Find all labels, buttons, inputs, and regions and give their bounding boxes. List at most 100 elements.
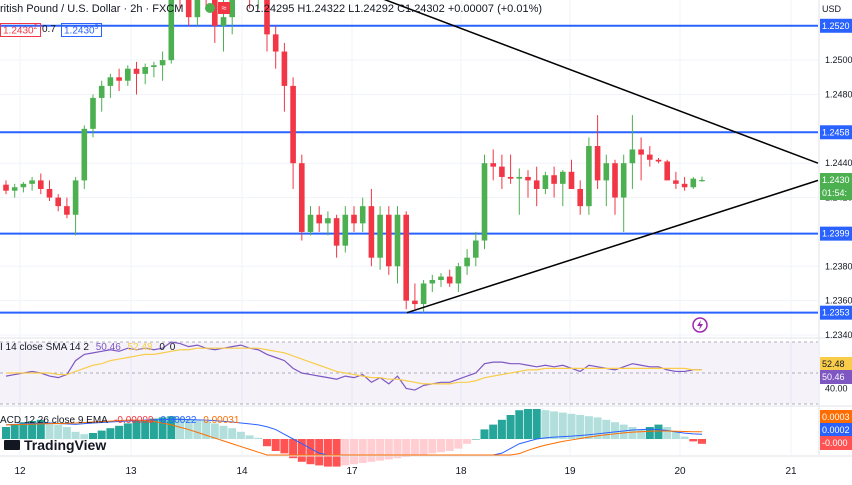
candle	[603, 163, 610, 181]
candle	[29, 180, 35, 184]
macd-bar	[115, 425, 124, 439]
macd-bar	[393, 439, 402, 459]
candle	[499, 166, 505, 177]
rsi-legend[interactable]: I 14 close SMA 14 2 50.46 52.48 0 0	[0, 342, 175, 353]
price-tick-0: 1.2500	[825, 55, 852, 65]
macd-signal-line	[5, 419, 702, 456]
macd-hist-tag: -0.000	[820, 436, 852, 450]
macd-legend-label: ACD 12 26 close 9 EMA	[0, 415, 108, 426]
candle	[542, 175, 549, 189]
macd-legend[interactable]: ACD 12 26 close 9 EMA -0.00009 0.00022 0…	[0, 415, 239, 426]
macd-bar	[10, 424, 19, 439]
macd-bar	[680, 436, 689, 439]
dot-icon[interactable]	[205, 3, 215, 14]
macd-bar	[602, 419, 611, 439]
candle	[264, 0, 270, 35]
candle	[20, 183, 27, 188]
candle	[342, 214, 349, 246]
candle	[159, 60, 166, 66]
candle	[620, 163, 627, 198]
ask-price[interactable]: 1.24309	[61, 23, 102, 38]
candle	[290, 85, 296, 164]
macd-bar	[558, 412, 567, 439]
candle	[316, 214, 322, 224]
candle	[664, 161, 670, 181]
candle	[394, 214, 401, 267]
candle	[568, 171, 575, 189]
macd-bar	[167, 416, 176, 439]
macd-bar	[384, 439, 393, 460]
macd-bar	[550, 411, 559, 439]
level-tag-2: 1.2399	[822, 229, 850, 239]
macd-bar	[54, 424, 63, 439]
candle	[351, 214, 357, 224]
macd-bar	[289, 439, 298, 459]
trendlines[interactable]	[272, 0, 819, 314]
ask-value: 1.2430	[64, 25, 95, 37]
indicator-icons[interactable]: ≈	[205, 2, 231, 15]
macd-bar	[202, 421, 211, 439]
date-tick-20: 20	[674, 466, 686, 477]
date-tick-18: 18	[455, 466, 467, 477]
candle	[151, 65, 157, 67]
macd-bar	[341, 439, 350, 466]
candle	[81, 128, 88, 181]
macd-bar	[663, 427, 672, 439]
macd-bar	[437, 439, 445, 453]
candle	[681, 183, 688, 188]
news-event-icon	[692, 317, 708, 333]
macd-pane	[2, 409, 706, 467]
rsi-legend-label: I 14 close SMA 14 2	[0, 342, 89, 353]
level-tag-1: 1.2458	[822, 127, 850, 137]
candle	[655, 159, 662, 162]
candle	[594, 146, 601, 181]
candle	[507, 176, 514, 179]
macd-bar	[271, 439, 280, 451]
candle	[612, 163, 618, 198]
wave-icon[interactable]: ≈	[218, 2, 231, 15]
rsi-sma-value: 52.48	[127, 342, 153, 353]
candle	[403, 214, 409, 301]
macd-bar	[454, 439, 463, 449]
candle	[325, 218, 331, 224]
trendline-lower	[406, 179, 819, 314]
candle	[699, 180, 705, 182]
macd-bar	[176, 417, 184, 439]
time-axis[interactable]: 12 13 14 17 18 19 20 21	[14, 466, 797, 477]
brand-name: TradingView	[24, 437, 107, 453]
macd-bar	[410, 439, 419, 456]
macd-bar	[654, 424, 663, 439]
horizontal-levels[interactable]: 1.2520 1.2458 1.2399 1.2353	[0, 18, 852, 320]
rsi-sma-tag: 52.48	[820, 357, 852, 371]
macd-bar	[471, 439, 480, 440]
candle	[690, 178, 697, 188]
candle	[438, 276, 444, 281]
rsi-extra-value: 0	[159, 342, 165, 353]
candle	[359, 206, 366, 224]
rsi-pane: 40.00	[0, 341, 848, 405]
macd-bar	[593, 417, 602, 439]
level-tag-3: 1.2353	[822, 308, 850, 318]
candle	[429, 280, 436, 284]
date-tick-21: 21	[785, 466, 797, 477]
tradingview-logo[interactable]: TradingView	[4, 437, 106, 453]
currency-label[interactable]: USD	[822, 4, 842, 14]
macd-bar	[698, 439, 706, 444]
macd-bar	[297, 439, 306, 462]
candle	[560, 171, 566, 184]
price-axis[interactable]: 1.25001.24801.24401.24201.23801.23601.23…	[0, 0, 852, 457]
candle	[168, 0, 175, 61]
macd-bar	[689, 439, 698, 442]
candle	[133, 68, 140, 74]
candle	[533, 180, 540, 189]
bid-price[interactable]: 1.24302	[0, 23, 41, 38]
macd-bar	[219, 425, 228, 439]
macd-bar	[480, 429, 489, 439]
macd-bar	[45, 422, 54, 439]
candle	[647, 154, 653, 160]
rsi-extra-value-2: 0	[169, 342, 176, 353]
price-tick-1: 1.2480	[825, 89, 852, 99]
macd-bar	[193, 419, 202, 439]
candle	[307, 214, 314, 232]
